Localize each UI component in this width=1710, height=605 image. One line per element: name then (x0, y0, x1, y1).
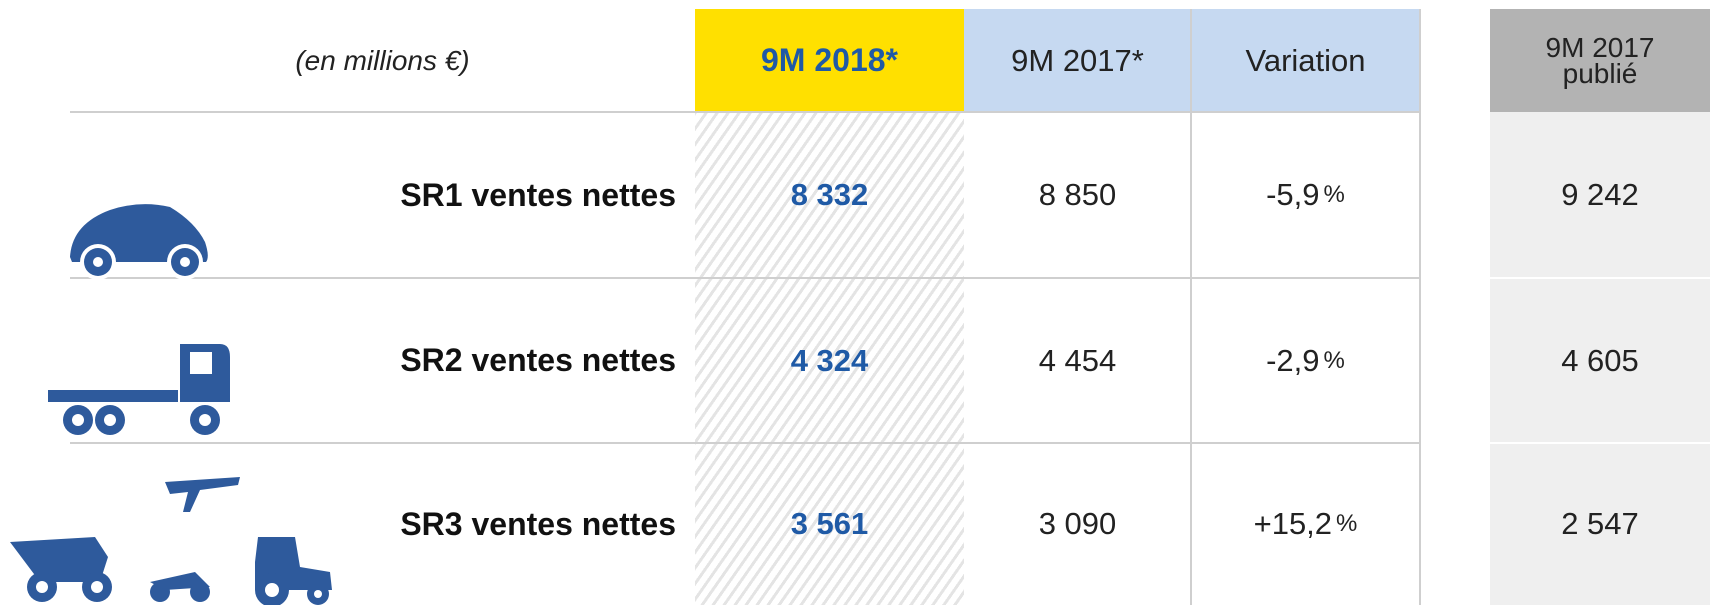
cell: 3 561 (790, 506, 869, 541)
cell: 9 242 (1561, 177, 1639, 212)
vehicles-icon (10, 477, 332, 605)
column-header: Variation (1191, 9, 1420, 112)
cell-value: -2,9 (1266, 342, 1320, 378)
row-line (1490, 277, 1710, 279)
hatch-column (695, 112, 964, 605)
car-icon (70, 204, 208, 280)
cell: 8 850 (1038, 177, 1117, 212)
cell-value: -5,9 (1266, 177, 1320, 212)
column-header: 9M 2017 publié (1490, 9, 1710, 112)
published-column (1490, 112, 1710, 605)
column-line (1190, 9, 1192, 605)
cell-unit: % (1323, 181, 1345, 208)
cell: -2,9% (1191, 278, 1420, 443)
cell: 3 090 (1038, 506, 1117, 541)
cell: 4 454 (1038, 342, 1117, 378)
cell-value: +15,2 (1253, 506, 1333, 541)
truck-icon (48, 344, 230, 435)
column-header: 9M 2017* (964, 9, 1191, 112)
cell-unit: % (1336, 510, 1358, 537)
cell: 4 605 (1561, 342, 1639, 378)
cell: 2 547 (1561, 506, 1639, 541)
cell: +15,2% (1191, 443, 1420, 605)
cell-unit: % (1323, 346, 1345, 374)
unit-label: (en millions €) (295, 44, 470, 76)
row-line (70, 277, 1420, 279)
cell: 8 332 (790, 177, 869, 212)
row-line (70, 442, 1420, 444)
column-line (1419, 9, 1421, 605)
icons (10, 204, 332, 605)
column-header: 9M 2018* (695, 9, 964, 112)
cell: -5,9% (1191, 112, 1420, 278)
row-label: SR2 ventes nettes (400, 342, 676, 378)
row-line (1490, 442, 1710, 444)
row-label: SR1 ventes nettes (400, 176, 676, 213)
row-line (70, 111, 1420, 113)
row-label: SR3 ventes nettes (400, 505, 676, 542)
cell: 4 324 (790, 342, 869, 378)
